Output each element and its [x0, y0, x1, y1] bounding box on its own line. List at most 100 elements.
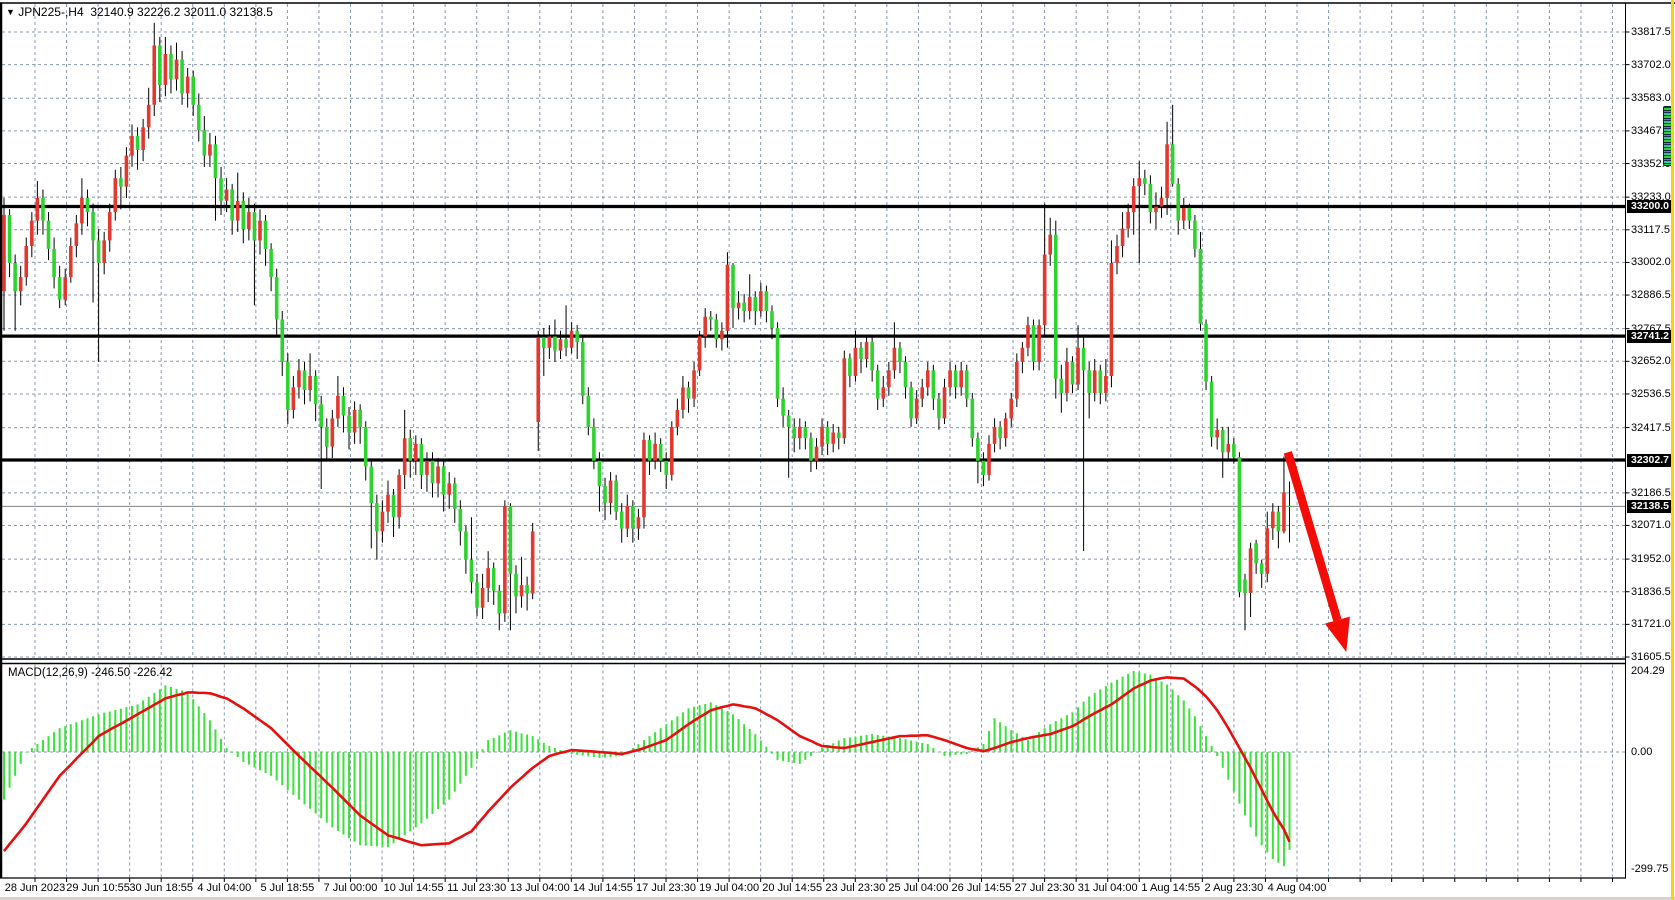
- price-tick-label: 31721.0: [1631, 618, 1671, 631]
- macd-histogram-bar: [331, 752, 334, 828]
- candle-body: [658, 443, 663, 461]
- candle-body: [68, 246, 73, 278]
- candle-body: [1070, 361, 1075, 385]
- candle-body: [313, 376, 318, 405]
- macd-histogram-bar: [793, 752, 796, 764]
- candle-body: [80, 197, 84, 224]
- candle-body: [113, 178, 118, 213]
- candle-body: [1243, 579, 1247, 594]
- current-price-label-box: 32138.5: [1627, 499, 1673, 513]
- macd-histogram-bar: [770, 752, 773, 754]
- candle-body: [224, 189, 229, 201]
- macd-histogram-bar: [1138, 672, 1141, 752]
- candle-body: [1087, 370, 1091, 393]
- candle-body: [848, 358, 852, 377]
- candle-body: [920, 387, 925, 399]
- macd-histogram-bar: [1104, 686, 1107, 752]
- macd-histogram-bar: [743, 724, 746, 752]
- candle-body: [870, 342, 874, 371]
- candle-body: [1248, 548, 1253, 594]
- macd-histogram-bar: [542, 742, 545, 752]
- candle-body: [308, 376, 312, 391]
- time-tick-label: 7 Jul 00:00: [323, 882, 378, 894]
- candle-body: [386, 494, 390, 512]
- candle-body: [558, 339, 563, 351]
- price-tick-label: 32071.0: [1631, 519, 1671, 532]
- candle-body: [280, 319, 285, 362]
- time-tick-label: 19 Jul 04:00: [699, 882, 760, 894]
- trend-arrow-annotation[interactable]: [1283, 451, 1350, 653]
- macd-histogram-bar: [19, 752, 22, 764]
- macd-histogram-bar: [53, 732, 56, 752]
- candle-body: [1170, 144, 1175, 184]
- candle-body: [436, 466, 440, 484]
- candle-body: [1131, 186, 1136, 213]
- macd-histogram-bar: [654, 732, 657, 752]
- macd-histogram-bar: [47, 736, 50, 752]
- candle-body: [1287, 505, 1292, 507]
- candle-body: [274, 277, 279, 320]
- candle-body: [976, 438, 980, 461]
- candle-body: [1276, 511, 1281, 532]
- candle-body: [1181, 207, 1186, 221]
- candle-body: [692, 370, 696, 399]
- candle-body: [1159, 197, 1164, 207]
- candle-body: [809, 438, 813, 461]
- macd-histogram-bar: [1249, 752, 1252, 828]
- candle-body: [1042, 254, 1047, 326]
- macd-histogram-bar: [726, 711, 729, 752]
- candle-body: [1265, 528, 1270, 574]
- time-tick-label: 14 Jul 14:55: [572, 882, 633, 894]
- macd-histogram-bar: [787, 752, 790, 762]
- candle-body: [480, 587, 485, 608]
- candle-body: [1226, 443, 1231, 453]
- price-tick-label: 31952.0: [1631, 553, 1671, 566]
- price-tick-label: 33352.0: [1631, 157, 1671, 170]
- candle-body: [836, 432, 841, 439]
- candle-body: [1076, 347, 1080, 385]
- macd-histogram-bar: [253, 752, 256, 768]
- support-resistance-lines[interactable]: [0, 204, 1625, 462]
- candle-body: [547, 336, 552, 348]
- candle-body: [914, 398, 919, 419]
- candle-body: [475, 582, 479, 608]
- candle-body: [909, 387, 913, 419]
- candle-body: [107, 212, 112, 241]
- candle-body: [859, 347, 863, 360]
- candle-body: [508, 505, 513, 574]
- candle-body: [391, 494, 396, 518]
- symbol-dropdown-icon[interactable]: ▼: [6, 7, 15, 17]
- macd-histogram-bar: [292, 752, 295, 795]
- candle-body: [269, 248, 273, 278]
- candle-body: [653, 443, 657, 461]
- macd-histogram-bar: [487, 740, 490, 752]
- candle-body: [1215, 429, 1219, 438]
- macd-histogram-bar: [270, 752, 273, 776]
- macd-histogram-bar: [247, 752, 250, 765]
- macd-histogram-bar: [147, 696, 150, 752]
- time-tick-label: 4 Jul 04:00: [197, 882, 252, 894]
- candle-body: [831, 432, 835, 444]
- time-tick-label: 13 Jul 04:00: [509, 882, 570, 894]
- macd-histogram-bar: [1177, 695, 1180, 752]
- candle-body: [96, 240, 101, 263]
- candle-body: [619, 511, 624, 529]
- price-tick-label: 32536.5: [1631, 387, 1671, 400]
- macd-histogram-bar: [437, 752, 440, 810]
- macd-histogram-bar: [264, 752, 267, 774]
- candle-body: [464, 531, 468, 560]
- macd-histogram-bar: [737, 719, 740, 752]
- macd-histogram-bar: [509, 730, 512, 752]
- candle-body: [597, 460, 602, 487]
- macd-histogram-bar: [526, 734, 529, 752]
- window-edge-highlight: [1671, 0, 1674, 900]
- price-tick-label: 32417.5: [1631, 421, 1671, 434]
- macd-histogram-bar: [1038, 732, 1041, 752]
- macd-histogram-bar: [520, 733, 523, 752]
- candle-body: [792, 426, 797, 439]
- macd-histogram-bar: [3, 752, 5, 800]
- macd-histogram-bar: [559, 750, 562, 752]
- candle-body: [1109, 262, 1114, 377]
